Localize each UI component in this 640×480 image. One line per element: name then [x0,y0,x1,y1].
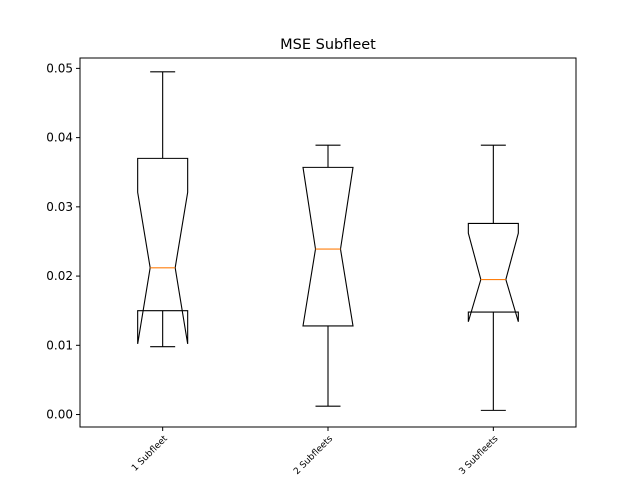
notched-box [302,166,354,327]
y-tick-label: 0.02 [46,269,73,283]
x-tick-label: 3 Subfleets [458,434,501,477]
chart-title: MSE Subfleet [280,37,376,53]
box-group [137,71,189,348]
box-group [467,144,519,411]
x-tick-label: 1 Subfleet [130,434,170,474]
y-tick-label: 0.03 [46,200,73,214]
y-tick-label: 0.00 [46,408,73,422]
box-group [302,144,354,407]
plot-area [137,71,519,411]
y-tick-label: 0.01 [46,338,73,352]
y-tick-label: 0.04 [46,131,73,145]
notched-box [137,157,189,345]
x-axis: 1 Subfleet 2 Subfleets 3 Subfleets [130,427,501,477]
y-axis: 0.00 0.01 0.02 0.03 0.04 0.05 [46,61,80,422]
x-tick-label: 2 Subfleets [292,434,335,477]
notched-box [467,222,519,322]
y-tick-label: 0.05 [46,61,73,75]
